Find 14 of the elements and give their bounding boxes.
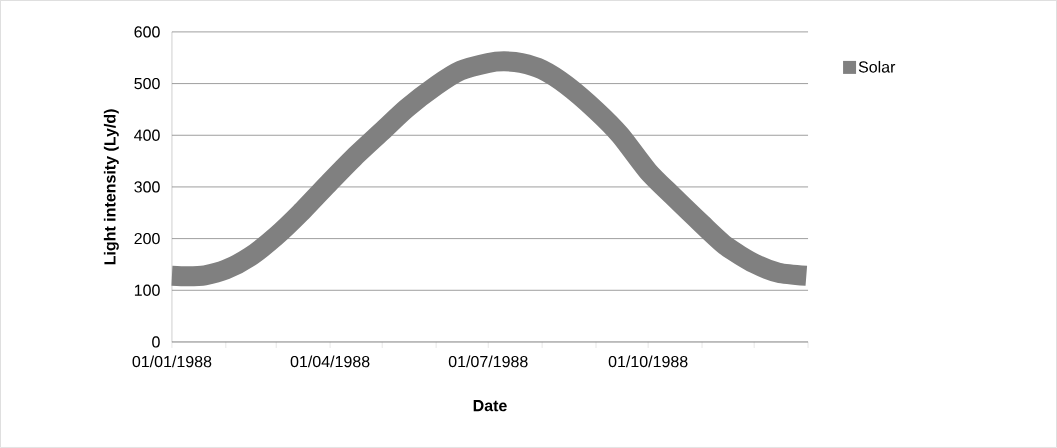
x-tick-label: 01/10/1988 xyxy=(608,355,688,368)
y-axis-title: Light intensity (Ly/d) xyxy=(103,109,119,265)
x-tick-label: 01/07/1988 xyxy=(448,355,528,368)
y-tick-label: 200 xyxy=(134,233,160,245)
y-tick-label: 400 xyxy=(134,129,160,141)
x-tick-label: 01/04/1988 xyxy=(290,355,370,368)
y-tick-label: 0 xyxy=(152,336,160,348)
y-tick-label: 300 xyxy=(134,181,160,193)
y-tick-label: 500 xyxy=(134,77,160,90)
y-tick-label: 600 xyxy=(134,26,160,38)
x-tick-label: 01/01/1988 xyxy=(132,355,212,368)
legend-label: Solar xyxy=(858,60,896,73)
x-axis-title: Date xyxy=(473,400,507,412)
y-tick-label: 100 xyxy=(134,284,160,297)
